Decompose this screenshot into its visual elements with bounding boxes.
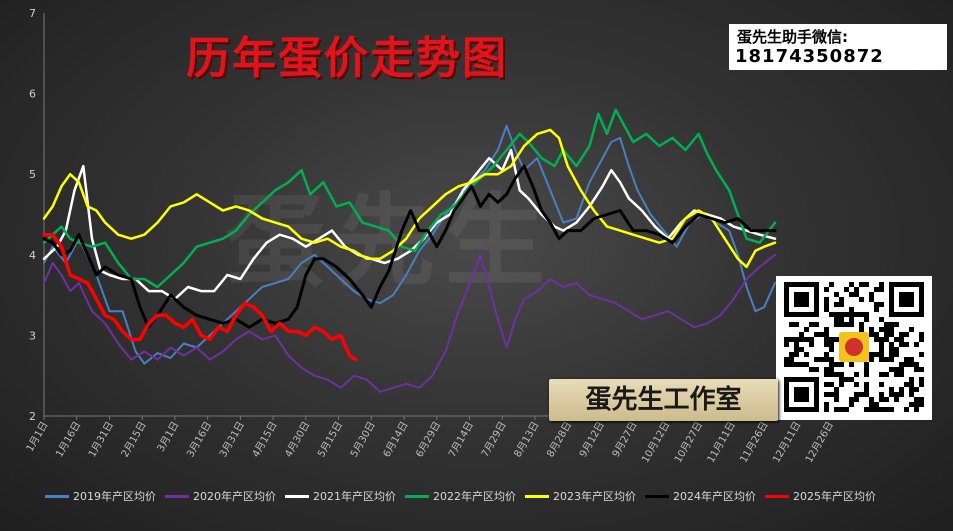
series-line-4 xyxy=(42,128,777,269)
x-tick-label: 11月11日 xyxy=(705,420,738,465)
x-tick-label: 9月27日 xyxy=(610,420,640,460)
contact-label: 蛋先生助手微信: xyxy=(737,28,848,46)
studio-badge: 蛋先生工作室 xyxy=(549,379,778,421)
series-line-3 xyxy=(42,108,777,289)
x-tick-label: 7月29日 xyxy=(479,420,509,460)
series-line-0 xyxy=(43,124,776,365)
x-tick-label: 4月30日 xyxy=(283,420,313,460)
x-tick-label: 6月14日 xyxy=(381,420,411,460)
x-tick-label: 7月14日 xyxy=(446,420,476,460)
x-tick-label: 2月15日 xyxy=(119,420,149,460)
legend-item: 2025年产区均价 xyxy=(765,488,876,504)
x-tick-label: 12月11日 xyxy=(770,420,803,465)
contact-box: 蛋先生助手微信: 18174350872 xyxy=(729,24,947,70)
x-tick-label: 12月26日 xyxy=(803,420,836,465)
x-tick-label: 9月12日 xyxy=(577,420,607,460)
x-tick-label: 3月16日 xyxy=(184,420,214,460)
x-tick-label: 3月1日 xyxy=(155,420,182,454)
qr-code-icon xyxy=(776,276,932,420)
legend-label: 2023年产区均价 xyxy=(553,490,636,503)
series-line-1 xyxy=(43,253,776,393)
series-line-5 xyxy=(42,164,777,329)
x-tick-label: 3月31日 xyxy=(217,420,247,460)
legend-item: 2024年产区均价 xyxy=(645,488,756,504)
legend-label: 2024年产区均价 xyxy=(673,490,756,503)
y-tick-label: 7 xyxy=(29,7,36,20)
x-tick-label: 6月29日 xyxy=(413,420,443,460)
legend-swatch xyxy=(165,494,189,498)
legend-swatch xyxy=(285,494,309,498)
legend-item: 2023年产区均价 xyxy=(525,488,636,504)
x-tick-label: 5月30日 xyxy=(348,420,378,460)
legend-label: 2019年产区均价 xyxy=(73,490,156,503)
legend-swatch xyxy=(765,494,789,498)
x-tick-label: 1月31日 xyxy=(86,420,116,460)
y-tick-label: 3 xyxy=(29,329,36,342)
legend-item: 2022年产区均价 xyxy=(405,488,516,504)
x-tick-label: 11月26日 xyxy=(738,420,771,465)
x-tick-label: 10月27日 xyxy=(672,420,705,465)
legend-item: 2019年产区均价 xyxy=(45,488,156,504)
x-tick-label: 8月13日 xyxy=(512,420,542,460)
legend-label: 2022年产区均价 xyxy=(433,490,516,503)
legend-swatch xyxy=(645,494,669,498)
x-tick-label: 8月28日 xyxy=(544,420,574,460)
x-tick-label: 1月16日 xyxy=(53,420,83,460)
x-tick-label: 10月12日 xyxy=(639,420,672,465)
legend-swatch xyxy=(525,494,549,498)
series-line-2 xyxy=(42,148,777,301)
legend-item: 2021年产区均价 xyxy=(285,488,396,504)
chart-title: 历年蛋价走势图 xyxy=(186,33,508,84)
y-tick-label: 5 xyxy=(29,168,36,181)
x-tick-label: 5月15日 xyxy=(315,420,345,460)
chart-legend: 2019年产区均价 2020年产区均价 2021年产区均价 2022年产区均价 2023… xyxy=(45,488,945,508)
y-tick-label: 6 xyxy=(29,88,36,101)
x-tick-label: 1月1日 xyxy=(24,420,51,454)
legend-swatch xyxy=(45,494,69,498)
y-tick-label: 2 xyxy=(29,410,36,423)
legend-swatch xyxy=(405,494,429,498)
legend-label: 2025年产区均价 xyxy=(793,490,876,503)
legend-label: 2020年产区均价 xyxy=(193,490,276,503)
series-line-6 xyxy=(42,232,358,362)
contact-number: 18174350872 xyxy=(735,46,884,67)
legend-label: 2021年产区均价 xyxy=(313,490,396,503)
y-tick-label: 4 xyxy=(29,249,36,262)
legend-item: 2020年产区均价 xyxy=(165,488,276,504)
x-tick-label: 4月15日 xyxy=(250,420,280,460)
